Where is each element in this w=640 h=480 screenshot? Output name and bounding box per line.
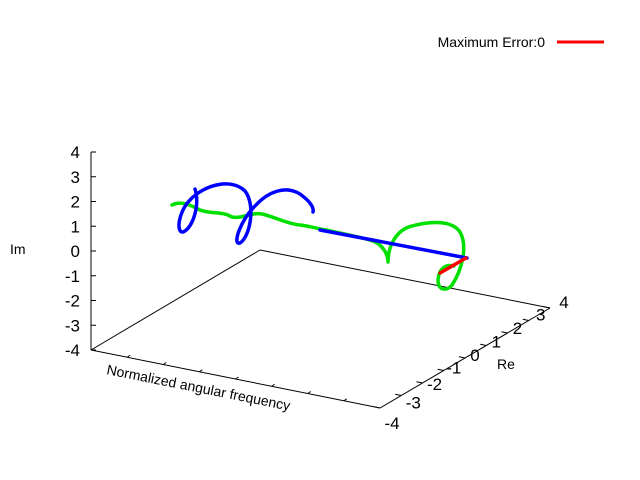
z-tick-label: -3 — [65, 316, 80, 335]
re-tick-label: -4 — [384, 414, 399, 433]
re-axis-title: Re — [497, 356, 515, 372]
z-tick-label: 0 — [71, 242, 80, 261]
box-edge-back — [259, 249, 551, 309]
re-tick-label: -3 — [406, 394, 421, 413]
z-tick-label: 2 — [71, 193, 80, 212]
re-tick-label: 2 — [513, 319, 522, 338]
frequency-tick-mark — [307, 391, 312, 394]
series-blue-curve — [177, 182, 469, 260]
frequency-axis-title: Normalized angular frequency — [105, 361, 291, 413]
frequency-tick-mark — [162, 362, 167, 365]
re-tick-mark — [458, 356, 466, 359]
re-tick-mark — [480, 343, 487, 346]
re-tick-label: -1 — [446, 359, 461, 378]
re-tick-label: 0 — [470, 346, 479, 365]
frequency-tick-mark — [271, 383, 275, 387]
z-axis-ticks: -4 -3 -2 -1 0 1 2 3 4 — [65, 143, 96, 360]
box-edge-left — [90, 249, 261, 351]
re-tick-label: 4 — [559, 293, 568, 312]
re-tick-mark — [373, 406, 381, 409]
re-tick-mark — [543, 306, 551, 309]
frequency-axis-ticks — [126, 354, 348, 402]
data-series — [170, 182, 469, 291]
re-tick-mark — [522, 318, 529, 321]
frequency-tick-mark — [199, 369, 203, 373]
legend-label-max-error: Maximum Error:0 — [438, 34, 546, 50]
legend: Maximum Error:0 — [438, 34, 604, 50]
z-tick-label: 3 — [71, 168, 80, 187]
re-tick-mark — [395, 393, 402, 396]
re-tick-mark — [501, 331, 508, 334]
frequency-tick-mark — [343, 398, 348, 402]
z-axis-title: Im — [10, 241, 26, 257]
z-tick-label: -1 — [65, 267, 80, 286]
z-tick-label: -4 — [65, 341, 80, 360]
re-tick-mark — [437, 368, 444, 371]
re-tick-mark — [416, 381, 423, 384]
z-tick-label: 4 — [71, 143, 80, 162]
re-tick-label: 1 — [492, 333, 501, 352]
frequency-tick-mark — [126, 354, 131, 358]
re-tick-label: 3 — [536, 306, 545, 325]
z-tick-label: 1 — [71, 217, 80, 236]
z-tick-label: -2 — [65, 292, 80, 311]
re-tick-label: -2 — [427, 375, 442, 394]
box-edges — [90, 152, 551, 409]
frequency-tick-mark — [235, 376, 239, 380]
series-red-segment — [438, 256, 468, 275]
